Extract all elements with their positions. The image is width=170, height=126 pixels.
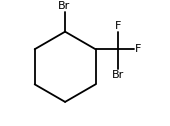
Text: F: F xyxy=(115,21,121,31)
Text: Br: Br xyxy=(58,1,70,11)
Text: F: F xyxy=(135,44,141,54)
Text: Br: Br xyxy=(112,70,124,80)
